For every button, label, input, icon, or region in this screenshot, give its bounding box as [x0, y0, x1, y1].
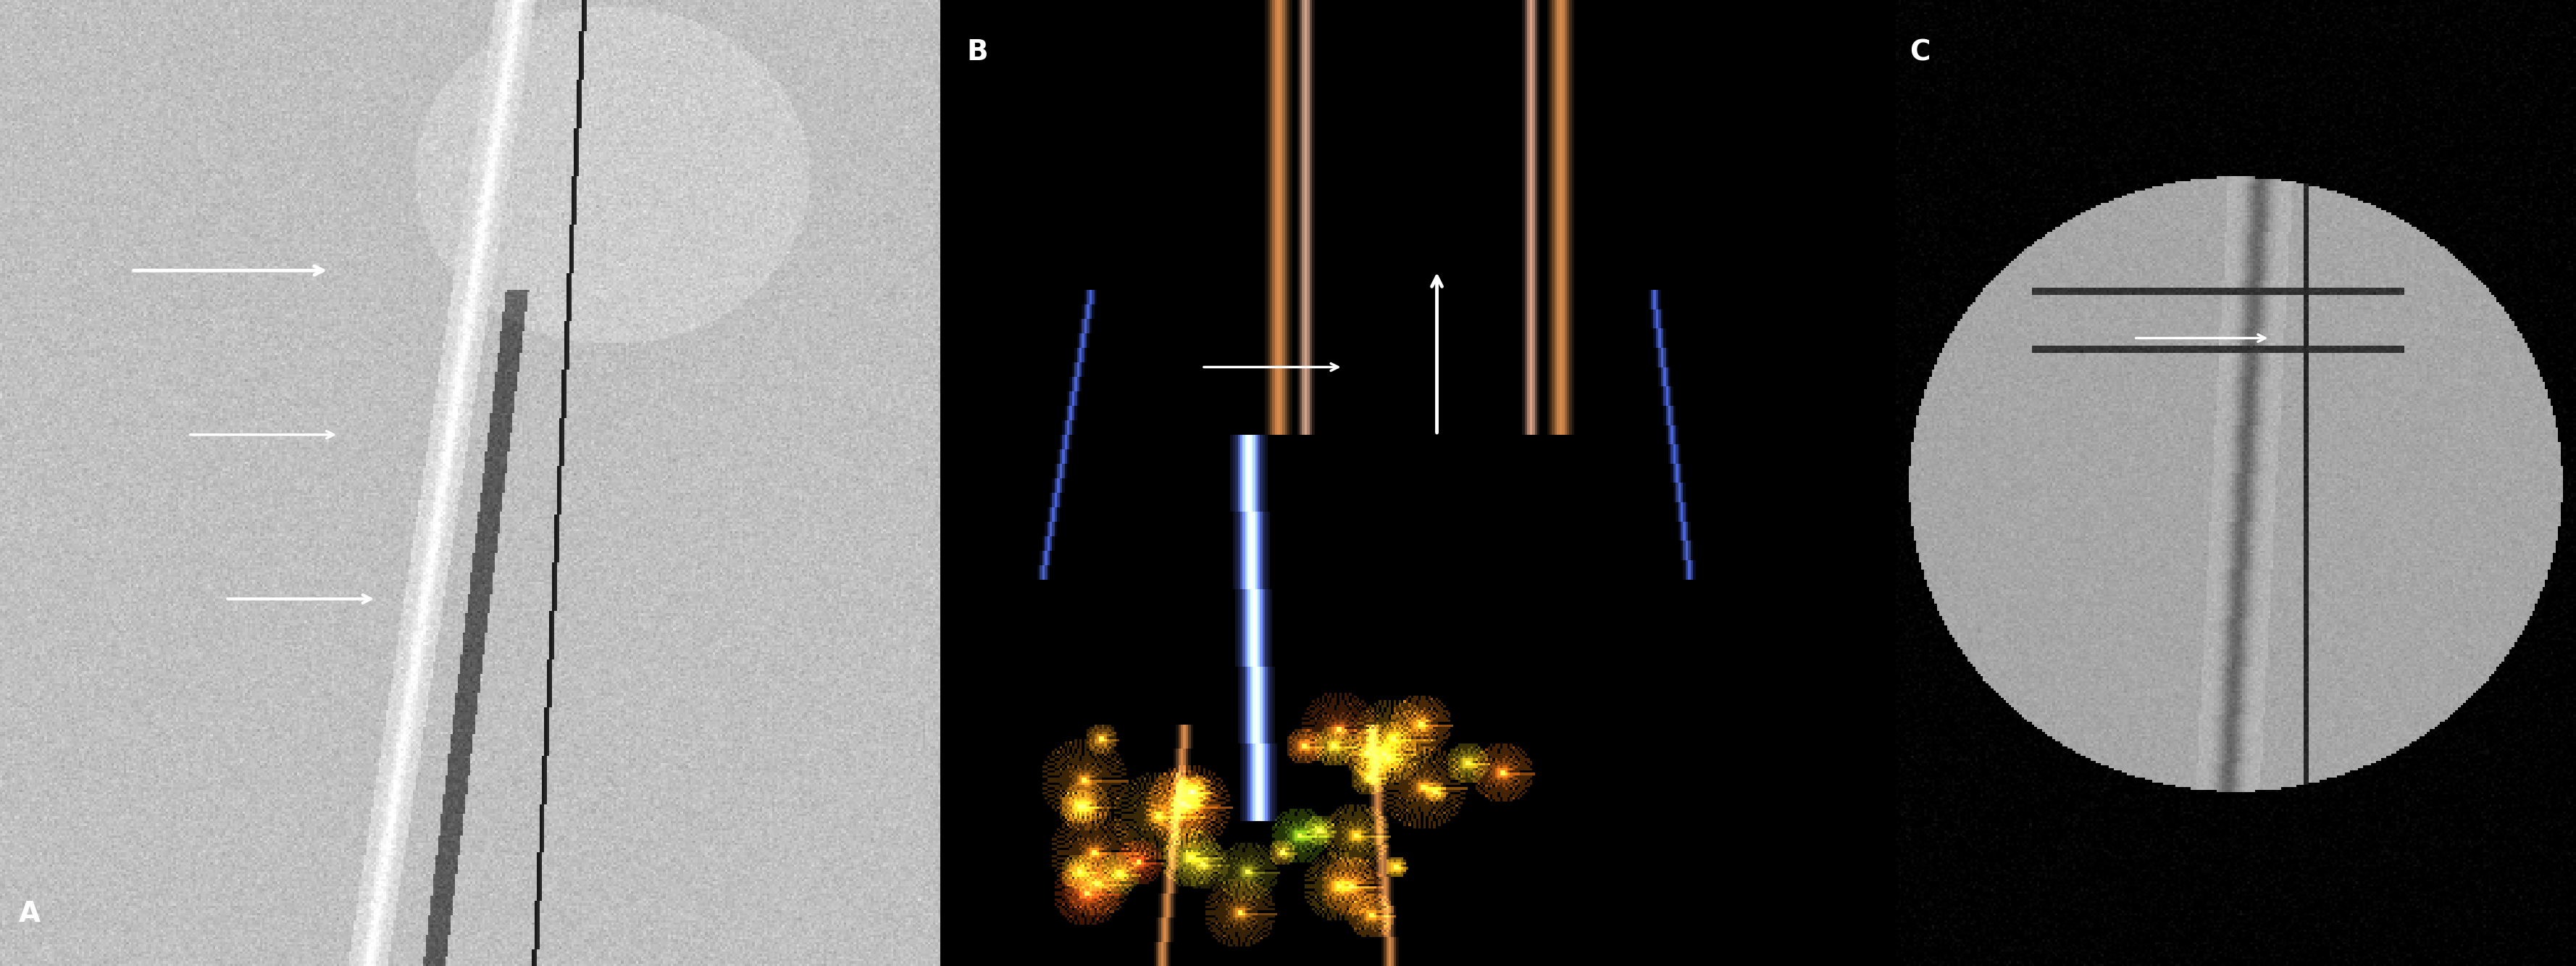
Text: B: B	[966, 39, 989, 67]
Text: C: C	[1909, 39, 1929, 67]
Text: A: A	[18, 899, 41, 927]
